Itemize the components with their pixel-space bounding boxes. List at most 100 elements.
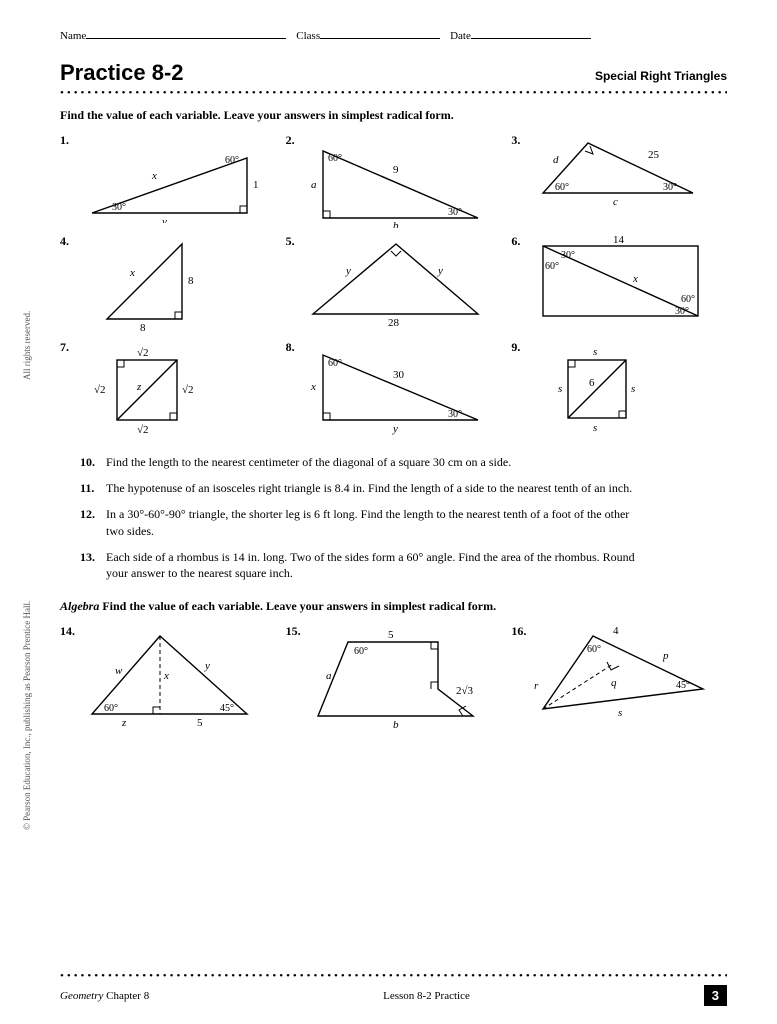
date-label: Date	[450, 30, 471, 42]
page-footer: ••••••••••••••••••••••••••••••••••••••••…	[60, 973, 727, 1006]
problem-number: 11.	[80, 480, 106, 496]
var-label: a	[311, 179, 317, 191]
instruction-1: Find the value of each variable. Leave y…	[60, 108, 727, 123]
var-label: a	[326, 670, 332, 682]
var-label: x	[151, 170, 157, 182]
side-label: √2	[182, 384, 194, 396]
dot-rule-bottom: ••••••••••••••••••••••••••••••••••••••••…	[60, 973, 727, 979]
problem-number: 8.	[286, 340, 295, 355]
triangle-14: 60° 45° w x y z 5	[82, 624, 262, 729]
side-label: 30	[393, 369, 405, 381]
var-label: q	[611, 677, 617, 689]
side-label: √2	[137, 347, 149, 359]
page-subtitle: Special Right Triangles	[595, 69, 727, 83]
triangle-8: 60° 30° 30 x y	[308, 340, 488, 435]
side-label: 8	[140, 322, 146, 334]
angle-label: 60°	[587, 644, 601, 655]
problem-11: 11. The hypotenuse of an isosceles right…	[80, 480, 727, 496]
problem-number: 16.	[511, 624, 526, 639]
var-label: b	[393, 220, 399, 228]
angle-label: 30°	[561, 250, 575, 261]
angle-label: 60°	[328, 358, 342, 369]
side-label: 8	[188, 275, 194, 287]
problem-number: 5.	[286, 234, 295, 249]
footer-page-number: 3	[704, 985, 727, 1006]
side-label: 2√3	[456, 685, 474, 697]
side-label: 25	[648, 149, 660, 161]
instruction-2-rest: Find the value of each variable. Leave y…	[99, 599, 496, 613]
angle-label: 60°	[328, 153, 342, 164]
problem-number: 6.	[511, 234, 520, 249]
angle-label: 60°	[225, 155, 239, 166]
var-label: w	[115, 665, 123, 677]
var-label: x	[129, 267, 135, 279]
side-label: √2	[94, 384, 106, 396]
var-label: x	[310, 381, 316, 393]
problem-number: 1.	[60, 133, 69, 148]
problem-text: Each side of a rhombus is 14 in. long. T…	[106, 549, 647, 581]
angle-label: 30°	[675, 306, 689, 317]
footer-chapter-rest: Chapter 8	[103, 990, 149, 1002]
side-label: 5	[197, 717, 203, 729]
side-label: 1	[253, 179, 259, 191]
angle-label: 45°	[220, 703, 234, 714]
problem-9: 9. s s s s 6	[511, 340, 727, 440]
word-problems: 10. Find the length to the nearest centi…	[60, 454, 727, 581]
rect-diag-6: 30° 60° 30° 60° 14 x	[533, 234, 713, 329]
problem-15: 15. 60° 5 a b 2√3	[286, 624, 502, 729]
var-label: x	[163, 670, 169, 682]
angle-label: 60°	[354, 646, 368, 657]
problem-number: 3.	[511, 133, 520, 148]
problem-1: 1. 60° 30° x 1 y	[60, 133, 276, 228]
angle-label: 60°	[104, 703, 118, 714]
problem-number: 4.	[60, 234, 69, 249]
var-label: s	[593, 422, 597, 434]
var-label: d	[553, 154, 559, 166]
square-7: √2 √2 √2 √2 z	[82, 340, 232, 440]
side-copyright-2: © Pearson Education, Inc., publishing as…	[22, 601, 32, 830]
page-title: Practice 8-2	[60, 60, 184, 86]
angle-label: 60°	[681, 294, 695, 305]
dot-rule-top: ••••••••••••••••••••••••••••••••••••••••…	[60, 90, 727, 96]
name-label: Name	[60, 30, 86, 42]
angle-label: 30°	[112, 202, 126, 213]
problem-10: 10. Find the length to the nearest centi…	[80, 454, 727, 470]
problem-number: 14.	[60, 624, 75, 639]
square-9: s s s s 6	[533, 340, 673, 440]
triangle-16: 60° 45° 4 p q r s	[533, 624, 713, 729]
triangle-3: 60° 30° d 25 c	[533, 133, 713, 213]
problem-number: 9.	[511, 340, 520, 355]
angle-label: 60°	[555, 182, 569, 193]
triangle-1: 60° 30° x 1 y	[82, 133, 262, 223]
var-label: y	[437, 265, 443, 277]
problem-number: 2.	[286, 133, 295, 148]
instruction-2-prefix: Algebra	[60, 599, 99, 613]
side-label: 6	[589, 377, 595, 389]
side-label: √2	[137, 424, 149, 436]
trapezoid-15: 60° 5 a b 2√3	[308, 624, 488, 729]
problem-16: 16. 60° 45° 4 p q r s	[511, 624, 727, 729]
class-label: Class	[296, 30, 320, 42]
triangle-2: 60° 30° 9 a b	[308, 133, 488, 228]
problem-5: 5. y y 28	[286, 234, 502, 334]
problem-12: 12. In a 30°-60°-90° triangle, the short…	[80, 506, 727, 538]
var-label: r	[534, 680, 539, 692]
problem-4: 4. x 8 8	[60, 234, 276, 334]
var-label: c	[613, 196, 618, 208]
problem-number: 15.	[286, 624, 301, 639]
problem-number: 12.	[80, 506, 106, 538]
problem-text: In a 30°-60°-90° triangle, the shorter l…	[106, 506, 647, 538]
side-label: 9	[393, 164, 399, 176]
footer-lesson: Lesson 8-2 Practice	[383, 990, 470, 1002]
var-label: b	[393, 719, 399, 729]
var-label: z	[121, 717, 127, 729]
angle-label: 60°	[545, 261, 559, 272]
angle-label: 30°	[663, 182, 677, 193]
var-label: s	[631, 383, 635, 395]
angle-label: 30°	[448, 207, 462, 218]
problem-7: 7. √2 √2 √2 √2 z	[60, 340, 276, 440]
problem-2: 2. 60° 30° 9 a b	[286, 133, 502, 228]
angle-label: 45°	[676, 680, 690, 691]
problem-6: 6. 30° 60° 30° 60° 14 x	[511, 234, 727, 334]
problem-text: Find the length to the nearest centimete…	[106, 454, 647, 470]
